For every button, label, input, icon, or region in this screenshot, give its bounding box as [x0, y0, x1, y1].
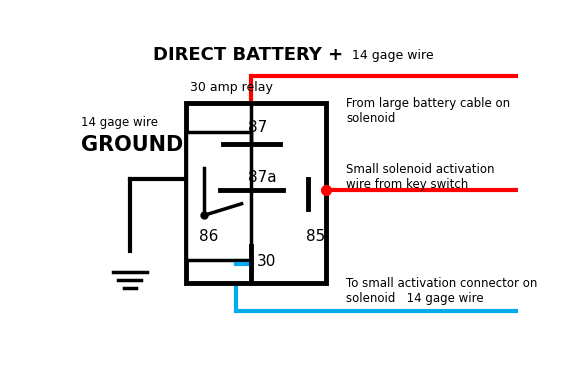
Text: 30 amp relay: 30 amp relay [190, 81, 273, 94]
Text: From large battery cable on
solenoid: From large battery cable on solenoid [346, 97, 510, 124]
Text: 14 gage wire: 14 gage wire [81, 116, 158, 129]
Bar [186, 103, 326, 283]
Text: GROUND: GROUND [81, 135, 183, 155]
Text: 86: 86 [199, 229, 218, 244]
Text: 14 gage wire: 14 gage wire [352, 49, 434, 62]
Text: 87a: 87a [248, 170, 277, 185]
Text: 87: 87 [248, 121, 267, 135]
Text: Small solenoid activation
wire from key switch: Small solenoid activation wire from key … [346, 163, 494, 191]
Text: To small activation connector on
solenoid   14 gage wire: To small activation connector on solenoi… [346, 277, 537, 305]
Text: DIRECT BATTERY +: DIRECT BATTERY + [153, 46, 343, 64]
Text: 30: 30 [257, 254, 276, 269]
Bar [186, 132, 251, 260]
Text: 85: 85 [306, 229, 325, 244]
